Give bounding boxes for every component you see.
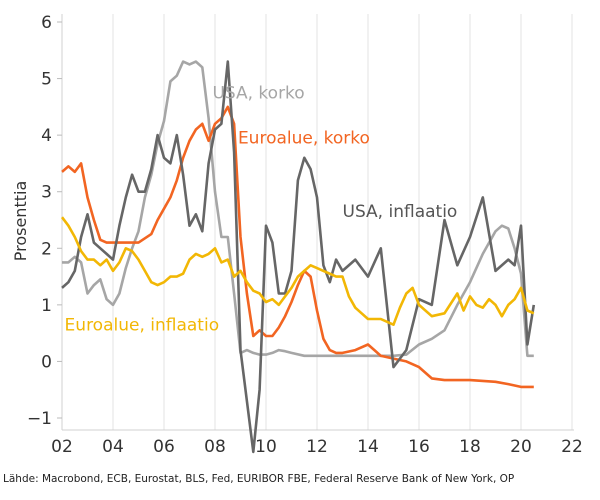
series-annotation: USA, inflaatio xyxy=(343,202,458,222)
y-tick-label: −1 xyxy=(27,409,52,429)
series-annotation: Euroalue, korko xyxy=(238,129,370,149)
y-tick-label: 3 xyxy=(41,183,52,203)
x-tick-label: 04 xyxy=(102,437,124,457)
y-tick-label: 6 xyxy=(41,13,52,33)
x-tick-label: 18 xyxy=(459,437,481,457)
x-tick-label: 22 xyxy=(561,437,583,457)
y-tick-label: 4 xyxy=(41,126,52,146)
source-note: Lähde: Macrobond, ECB, Eurostat, BLS, Fe… xyxy=(3,473,514,485)
x-tick-label: 12 xyxy=(306,437,328,457)
series-line-4 xyxy=(60,216,535,326)
series-annotation: USA, korko xyxy=(212,83,304,103)
x-tick-label: 16 xyxy=(408,437,430,457)
x-tick-label: 02 xyxy=(51,437,73,457)
y-tick-label: 2 xyxy=(41,239,52,259)
series-annotations: USA, korko Euroalue, korko USA, inflaatio E… xyxy=(65,83,458,335)
series-line-1 xyxy=(62,60,534,358)
x-axis-ticks: 02 04 06 08 10 12 14 16 18 20 22 xyxy=(51,437,583,457)
series-lines xyxy=(60,60,536,454)
x-tick-label: 14 xyxy=(357,437,379,457)
series-line-3 xyxy=(61,60,536,454)
y-tick-label: 1 xyxy=(41,296,52,316)
x-tick-label: 08 xyxy=(204,437,226,457)
x-tick-label: 06 xyxy=(153,437,175,457)
x-tick-label: 20 xyxy=(510,437,532,457)
y-axis-label: Prosenttia xyxy=(11,181,30,262)
y-axis-ticks: −1 0 1 2 3 4 5 6 xyxy=(27,13,62,429)
y-tick-label: 5 xyxy=(41,70,52,90)
series-annotation: Euroalue, inflaatio xyxy=(65,315,220,335)
x-tick-label: 10 xyxy=(255,437,277,457)
y-tick-label: 0 xyxy=(41,352,52,372)
grid-lines xyxy=(61,14,574,431)
